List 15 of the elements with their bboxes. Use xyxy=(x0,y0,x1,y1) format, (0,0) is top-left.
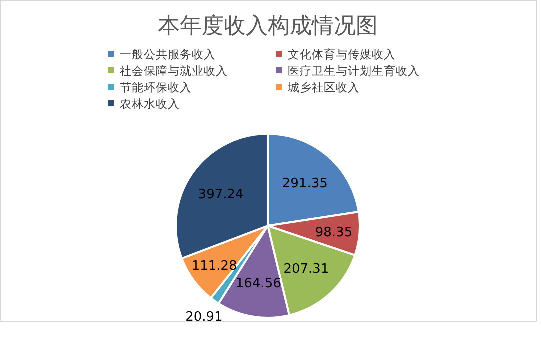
data-label: 111.28 xyxy=(192,259,238,274)
data-label: 397.24 xyxy=(198,188,244,203)
legend-label: 农林水收入 xyxy=(120,97,180,111)
legend-label: 城乡社区收入 xyxy=(287,80,360,94)
legend-label: 节能环保收入 xyxy=(120,80,192,94)
data-label: 20.91 xyxy=(186,310,223,326)
data-label: 291.35 xyxy=(282,176,328,192)
chart-title: 本年度收入构成情况图 xyxy=(158,14,378,39)
data-label: 207.31 xyxy=(284,262,330,278)
data-label: 98.35 xyxy=(315,226,353,241)
legend-label: 文化体育与传媒收入 xyxy=(288,48,396,62)
data-label: 164.56 xyxy=(236,276,282,292)
legend-label: 社会保障与就业收入 xyxy=(120,64,228,78)
legend-label: 一般公共服务收入 xyxy=(120,48,216,62)
legend-label: 医疗卫生与计划生育收入 xyxy=(288,64,420,78)
